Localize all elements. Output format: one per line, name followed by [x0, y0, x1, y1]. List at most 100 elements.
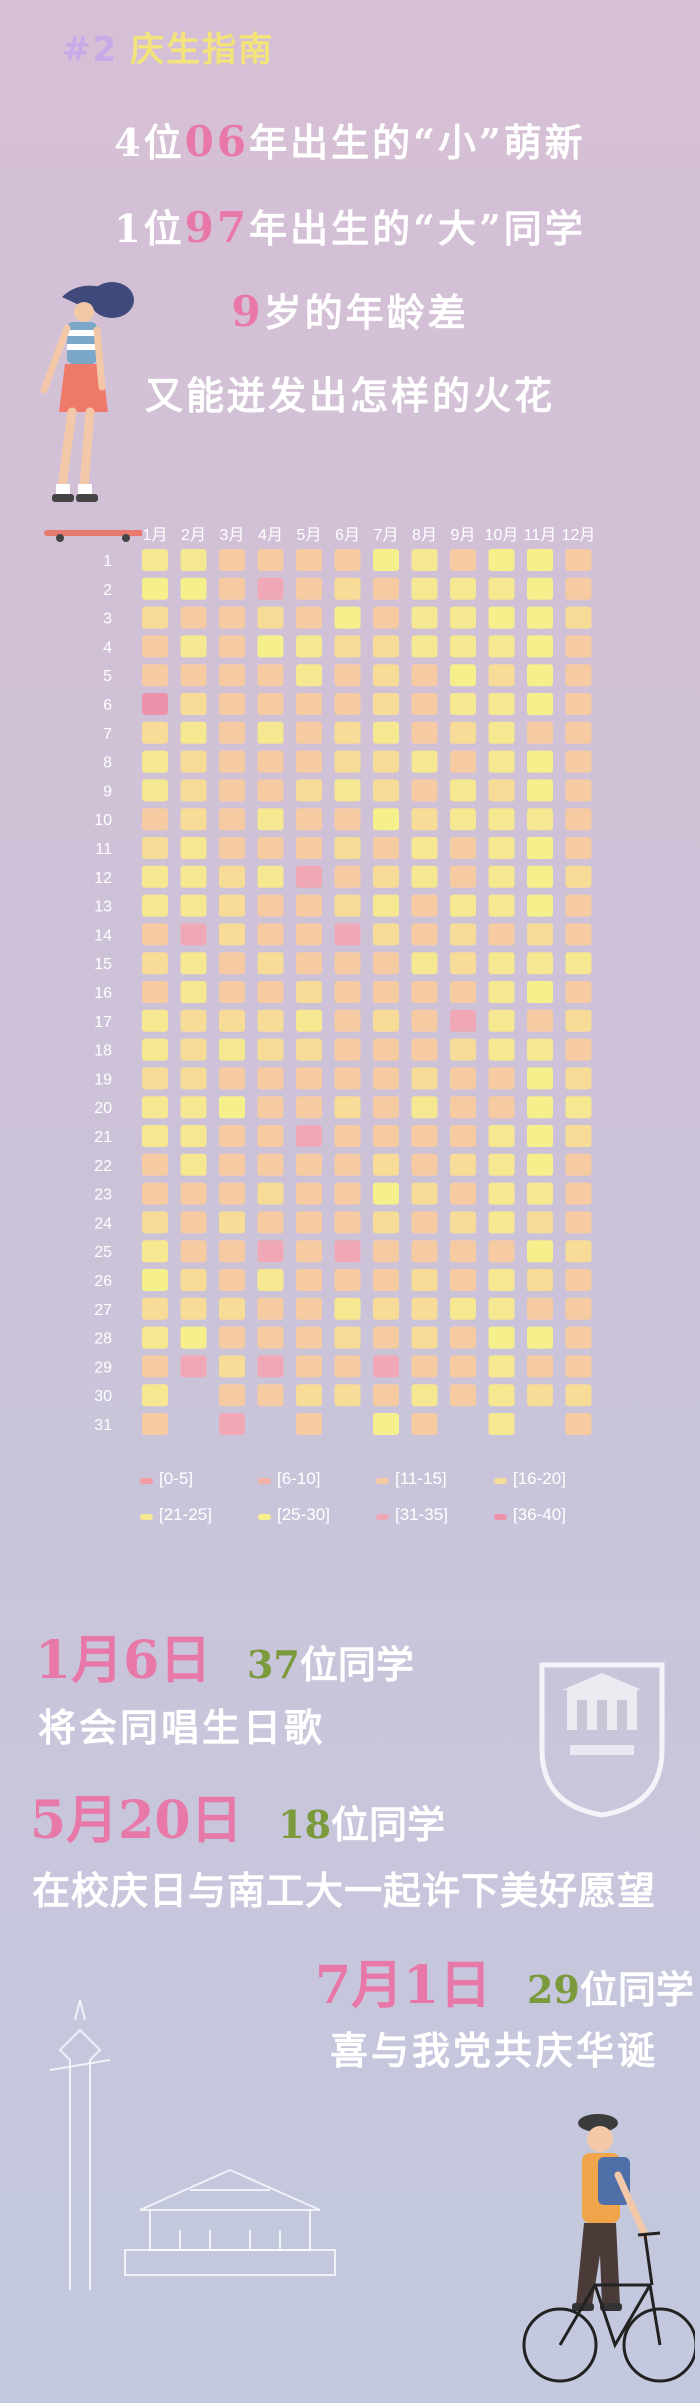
heatmap-cell — [411, 1211, 438, 1234]
heatmap-cell — [334, 1384, 361, 1407]
heatmap-cell — [488, 1355, 515, 1378]
heatmap-cell — [411, 923, 438, 946]
y-tick-label: 21 — [94, 1129, 112, 1146]
heatmap-cell — [527, 1125, 553, 1147]
heatmap-cell — [411, 865, 438, 888]
heatmap-cell — [219, 808, 245, 831]
heatmap-cell — [296, 606, 322, 629]
heatmap-cell — [334, 1297, 361, 1320]
heatmap-cell — [219, 1153, 245, 1176]
heatmap-cell — [142, 808, 168, 831]
heatmap-cell — [373, 606, 399, 629]
heatmap-cell — [488, 606, 515, 629]
heatmap-cell — [450, 923, 476, 946]
heatmap-cell — [219, 1297, 245, 1320]
heatmap-cell — [334, 923, 361, 946]
heatmap-cell — [296, 1269, 322, 1291]
heatmap-cell — [373, 1009, 399, 1032]
heatmap-cell — [142, 1211, 168, 1234]
x-tick-label: 1月 — [143, 527, 168, 544]
heatmap-cell — [296, 1297, 322, 1320]
heatmap-cell — [180, 1096, 207, 1119]
y-tick-label: 30 — [94, 1388, 112, 1405]
heatmap-cell — [219, 606, 245, 629]
heatmap-cell — [257, 577, 284, 600]
heatmap-cell — [219, 1355, 245, 1378]
y-tick-label: 9 — [103, 783, 112, 800]
y-tick-label: 29 — [94, 1359, 112, 1376]
heatmap-cell — [527, 1182, 553, 1205]
heatmap-cell — [219, 1038, 245, 1061]
heatmap-cell — [488, 1384, 515, 1407]
x-tick-label: 11月 — [524, 527, 557, 544]
heatmap-cell — [180, 577, 207, 600]
heatmap-cell — [565, 606, 592, 629]
x-tick-label: 7月 — [374, 527, 399, 544]
heatmap-cell — [450, 549, 476, 571]
y-tick-label: 1 — [103, 553, 112, 570]
heatmap-cell — [527, 549, 553, 571]
heatmap-cell — [373, 894, 399, 917]
heatmap-cell — [411, 693, 438, 715]
heatmap-cell — [488, 1125, 515, 1147]
heatmap-cell — [373, 779, 399, 802]
heatmap-cell — [450, 894, 476, 917]
legend-label: [25-30] — [277, 1505, 330, 1524]
heatmap-cell — [565, 1125, 592, 1147]
y-tick-label: 2 — [103, 582, 112, 599]
heatmap-cell — [334, 1240, 361, 1263]
cyclist-illustration — [522, 2114, 695, 2383]
heatmap-cell — [527, 1153, 553, 1176]
heatmap-cell — [296, 865, 322, 888]
heatmap-cell — [565, 1269, 592, 1291]
heatmap-cell — [488, 721, 515, 744]
heatmap-cell — [296, 1038, 322, 1061]
heatmap-cell — [142, 779, 168, 802]
heatmap-cell — [142, 1413, 168, 1435]
heatmap-cell — [488, 1211, 515, 1234]
heatmap-cell — [180, 1153, 207, 1176]
heatmap-cell — [527, 1096, 553, 1119]
heatmap-cell — [450, 1038, 476, 1061]
heatmap-cell — [142, 721, 168, 744]
heatmap-cell — [411, 1413, 438, 1435]
heatmap-cell — [411, 577, 438, 600]
heatmap-cell — [296, 923, 322, 946]
heatmap-cell — [257, 865, 284, 888]
heatmap-cell — [373, 981, 399, 1003]
heatmap-cell — [296, 981, 322, 1003]
heatmap-cell — [373, 693, 399, 715]
heatmap-cell — [219, 1211, 245, 1234]
y-tick-label: 15 — [94, 956, 112, 973]
heatmap-cell — [527, 952, 553, 975]
heatmap-cell — [488, 808, 515, 831]
heatmap-cell — [488, 779, 515, 802]
heatmap-cell — [142, 1384, 168, 1407]
heatmap-cell — [565, 837, 592, 859]
heatmap-cell — [334, 1096, 361, 1119]
heatmap-cell — [296, 1067, 322, 1090]
heatmap-cell — [411, 549, 438, 571]
heatmap-cell — [334, 549, 361, 571]
heatmap-cell — [334, 1125, 361, 1147]
heatmap-cell — [334, 750, 361, 773]
heatmap-cell — [373, 577, 399, 600]
heatmap-cell — [565, 1067, 592, 1090]
legend-label: [6-10] — [277, 1469, 320, 1488]
heatmap-cell — [296, 779, 322, 802]
heatmap-cell — [565, 635, 592, 658]
heatmap-cell — [180, 750, 207, 773]
heatmap-cell — [527, 865, 553, 888]
heatmap-cell — [450, 635, 476, 658]
heatmap-cell — [450, 1355, 476, 1378]
heatmap-cell — [180, 1326, 207, 1349]
heatmap-cell — [334, 1038, 361, 1061]
heatmap-cell — [527, 635, 553, 658]
heatmap-cell — [219, 865, 245, 888]
heatmap-cell — [488, 577, 515, 600]
heatmap-cell — [373, 952, 399, 975]
heatmap-cell — [219, 549, 245, 571]
highlight-desc-1: 将会同唱生日歌 — [38, 1705, 326, 1750]
heatmap-cell — [180, 664, 207, 687]
x-tick-label: 4月 — [258, 527, 283, 544]
